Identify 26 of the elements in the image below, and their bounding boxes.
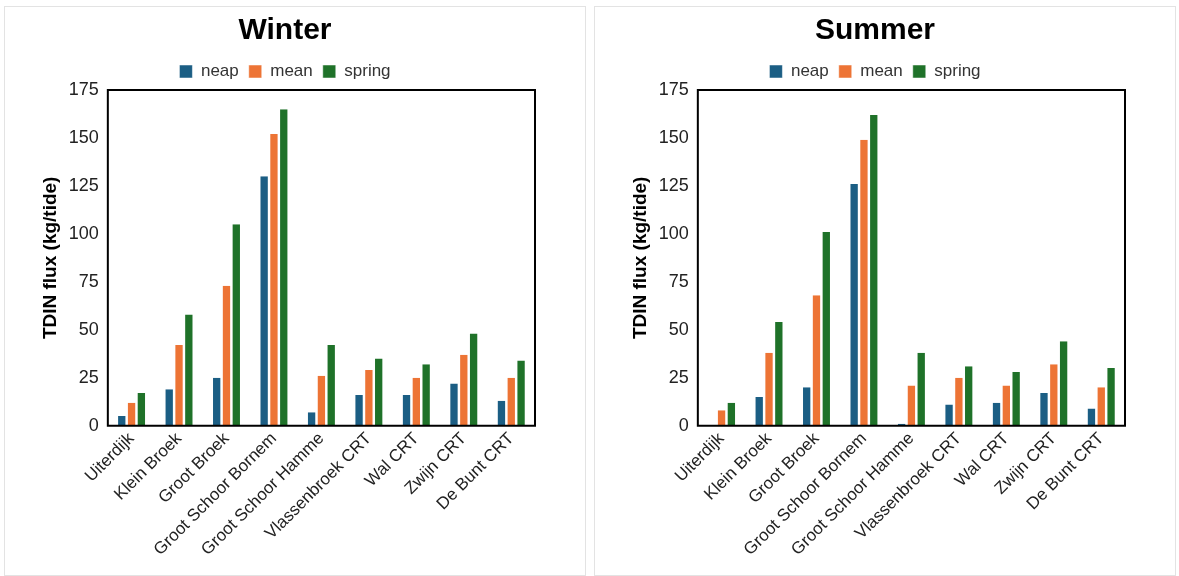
chart-title: Winter	[238, 12, 332, 46]
legend-label: spring	[344, 61, 391, 81]
legend-label: neap	[790, 61, 829, 81]
chart-title: Summer	[814, 12, 936, 46]
y-tick-label: 125	[658, 174, 689, 195]
y-tick-label: 175	[68, 78, 99, 99]
y-tick-label: 175	[658, 78, 689, 99]
legend-label: spring	[934, 61, 981, 81]
y-tick-label: 25	[668, 366, 689, 387]
legend-label: neap	[200, 61, 239, 81]
y-axis-title: TDIN flux (kg/tide)	[628, 176, 650, 340]
y-tick-label: 100	[68, 222, 99, 243]
y-tick-label: 150	[68, 126, 99, 147]
y-tick-label: 75	[78, 270, 99, 291]
y-tick-label: 25	[78, 366, 99, 387]
y-tick-label: 50	[78, 318, 99, 339]
y-tick-label: 0	[88, 414, 99, 435]
y-tick-label: 100	[658, 222, 689, 243]
y-tick-label: 0	[678, 414, 689, 435]
y-tick-label: 150	[658, 126, 689, 147]
y-tick-label: 125	[68, 174, 99, 195]
y-tick-label: 75	[668, 270, 689, 291]
y-tick-label: 50	[668, 318, 689, 339]
y-axis-title: TDIN flux (kg/tide)	[38, 176, 60, 340]
legend-label: mean	[860, 61, 903, 81]
legend-label: mean	[270, 61, 313, 81]
